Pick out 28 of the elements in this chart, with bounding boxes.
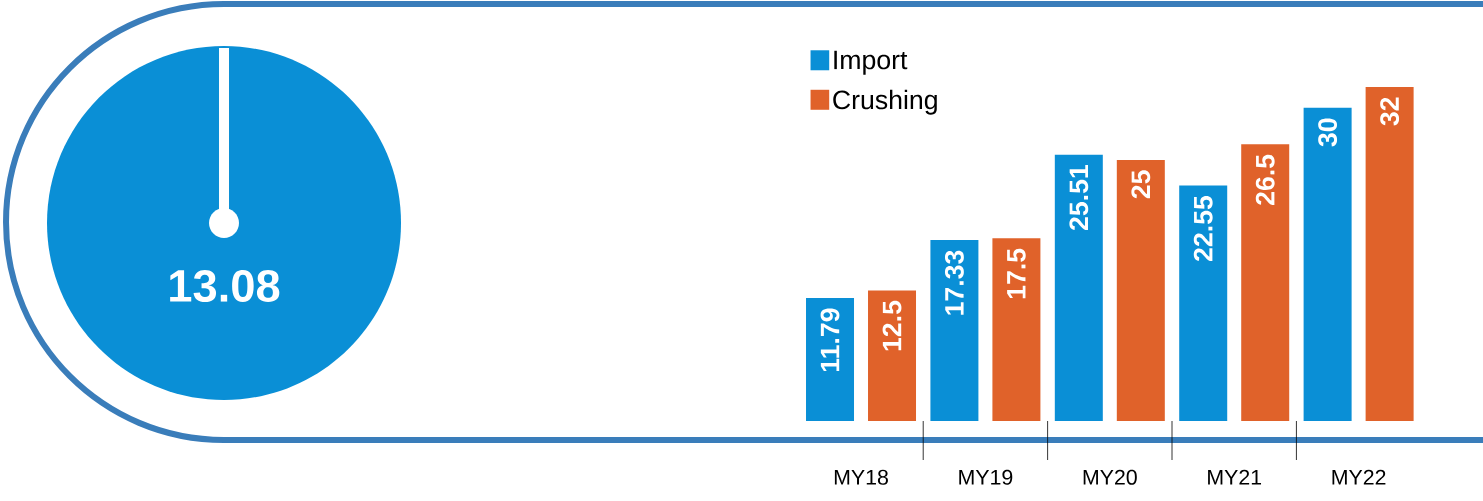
bar (1179, 185, 1228, 421)
bar (1054, 154, 1103, 421)
data-label: 12.5 (882, 300, 902, 351)
data-label: 25 (1131, 170, 1151, 199)
bar (1241, 144, 1290, 421)
data-label: 17.5 (1007, 248, 1026, 299)
bar (868, 290, 917, 421)
data-label: 17.33 (944, 250, 964, 315)
bar (992, 238, 1041, 421)
x-tick-label: MY21 (1208, 469, 1262, 485)
bar (1303, 107, 1352, 421)
data-label: 30 (1318, 118, 1338, 147)
bar (806, 297, 855, 421)
bar (1116, 160, 1165, 421)
data-label: 22.55 (1193, 195, 1213, 261)
data-label: 25.51 (1069, 165, 1089, 231)
bar (930, 240, 979, 421)
bar (1365, 86, 1414, 421)
data-label: 32 (1380, 97, 1400, 126)
legend-label: Crushing (833, 89, 937, 115)
legend-label: Import (834, 50, 908, 75)
x-tick-label: MY22 (1332, 469, 1386, 485)
data-label: 26.5 (1255, 154, 1275, 205)
x-tick-label: MY18 (834, 469, 888, 485)
x-tick-label: MY19 (959, 469, 1013, 485)
x-tick-label: MY20 (1083, 469, 1137, 485)
text: 13.08 (170, 269, 280, 303)
data-label: 11.79 (820, 308, 840, 372)
